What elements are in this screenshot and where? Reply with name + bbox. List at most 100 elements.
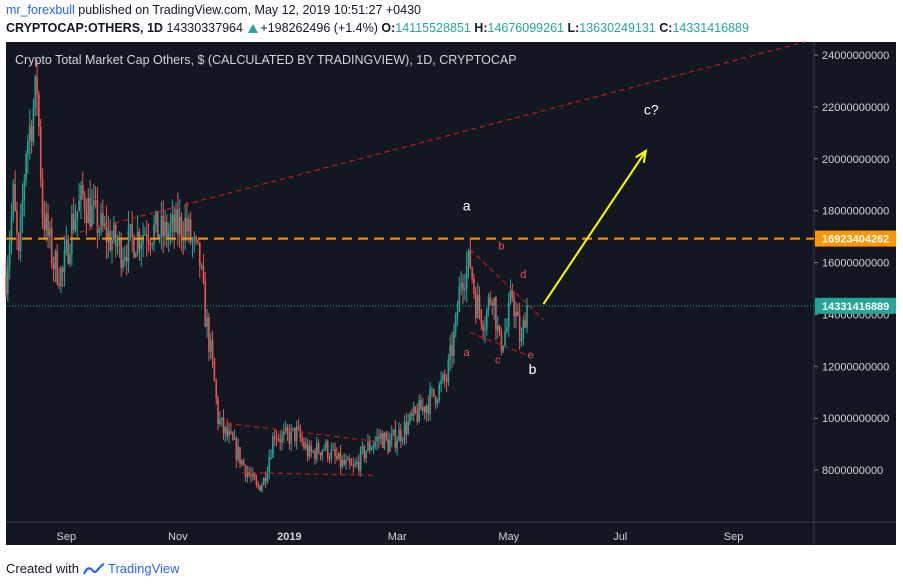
candle-body [294,427,296,442]
candle [513,291,515,329]
candle-body [356,461,358,464]
candle [328,453,331,464]
candle-body [27,140,29,154]
candle-body [239,447,241,464]
candle-body [513,297,515,317]
candle [518,302,521,351]
candle [420,394,422,411]
candle-body [8,243,11,268]
candle [493,297,495,320]
candle [171,199,174,243]
candle-body [54,251,57,269]
candle-body [251,473,254,477]
candle-body [337,452,340,459]
candle [134,251,137,258]
candle [414,405,417,415]
candle-body [365,450,367,459]
candle-body [144,234,146,236]
candle-body [465,265,468,289]
candle-body [334,449,336,456]
candle [383,431,386,451]
candle-body [367,441,369,451]
candle-body [400,429,402,441]
price-axis[interactable] [814,42,896,522]
drawings-layer [6,41,814,476]
candle-body [502,345,505,352]
candle-body [81,184,84,195]
candle-body [315,442,318,460]
candle [166,214,168,248]
candle-body [189,219,192,242]
candle-body [91,205,93,227]
candle-body [147,239,150,244]
candle-body [94,200,97,202]
candle [405,412,408,444]
candle-body [392,429,395,435]
candle [198,241,201,278]
candle-body [496,325,499,331]
candle [526,298,528,334]
candle [288,424,291,450]
candle [12,179,15,223]
candle-body [350,463,353,466]
tradingview-link[interactable]: TradingView [82,561,180,576]
candle-body [83,194,86,213]
candle-body [348,458,351,464]
trendline[interactable] [241,472,378,476]
candle-body [12,183,15,216]
candle [149,239,152,256]
candle [69,243,71,268]
trendline[interactable] [470,332,530,357]
candle [427,395,430,422]
candle [443,369,446,388]
candle [125,243,128,276]
trendline[interactable] [469,249,544,321]
candle [467,248,470,279]
trendline[interactable] [227,422,378,443]
candle [268,449,271,480]
candle-body [288,432,291,444]
candle-body [407,421,409,435]
candle [81,171,84,200]
candle [50,217,53,270]
candle [502,345,505,354]
candle [191,236,194,258]
candle [434,395,437,410]
candle-body [178,216,181,234]
candle [118,231,121,258]
forecast-arrow[interactable] [542,150,647,305]
y-tick-label: 8000000000 [822,465,883,477]
candle [111,230,113,264]
candle-body [299,428,302,439]
candle [47,203,49,249]
candle-body [120,237,122,268]
candle-body [69,253,71,264]
x-tick-label: 2019 [277,531,301,543]
time-axis[interactable] [6,522,896,545]
candle [358,454,360,476]
candle [41,168,44,229]
candle-body [217,398,219,425]
publish-info: mr_forexbull published on TradingView.co… [6,3,421,17]
candle-body [224,427,227,434]
candle-body [295,426,298,442]
candle-body [100,213,102,230]
change: +198262496 (+1.4%) [260,21,378,35]
candle-body [45,213,48,231]
candle-body [305,444,307,449]
trendline[interactable] [53,41,806,240]
candle [264,471,267,489]
candle [102,199,104,232]
plot-area[interactable] [6,42,814,522]
candle [332,442,335,451]
candle [363,444,366,463]
candle [462,274,464,305]
candle [359,446,362,477]
candle-body [517,311,519,317]
wave-label: d [520,269,526,281]
candle-body [345,460,347,465]
candle-body [49,228,51,236]
author-link[interactable]: mr_forexbull [6,3,75,17]
y-tick-label: 18000000000 [822,206,889,218]
